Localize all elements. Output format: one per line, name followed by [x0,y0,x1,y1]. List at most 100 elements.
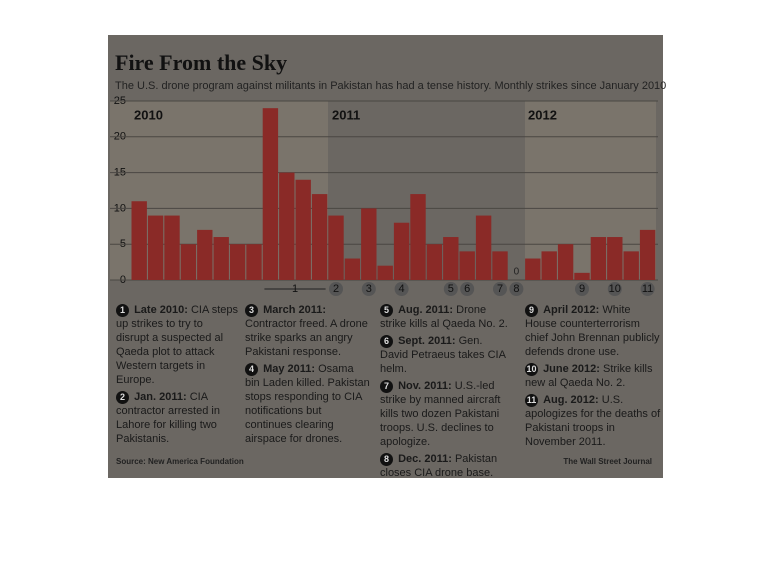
marker-badge [361,282,376,296]
marker-label: 2 [333,283,339,295]
note-text: Drone strike kills al Qaeda No. 2. [380,304,508,330]
note-text: Osama bin Laden killed. Pakistan stops r… [245,363,370,445]
note-head: May 2011: [263,363,316,375]
marker-label: 1 [292,283,298,295]
note-head: Nov. 2011: [398,380,452,392]
marker-badge [607,282,622,296]
notes-column: 3 March 2011: Contractor freed. A drone … [245,303,371,449]
marker-label: 7 [497,283,503,295]
bar [344,258,361,280]
bar [328,215,344,280]
notes-column: 5 Aug. 2011: Drone strike kills al Qaeda… [380,303,512,483]
note-num: 7 [380,380,393,393]
marker-badge [443,282,458,296]
bar [426,244,443,280]
chart-title: Fire From the Sky [115,50,287,75]
marker-badge [509,282,524,296]
bar [246,244,262,280]
note: 1 Late 2010: CIA steps up strikes to try… [116,303,238,387]
bar [213,237,229,280]
notes-column: 9 April 2012: White House counterterrori… [525,303,661,452]
bar [147,215,164,280]
note-num: 1 [116,304,129,317]
note-head: March 2011: [263,304,327,316]
marker-label: 6 [464,283,470,295]
marker-badge [640,282,655,296]
bar [197,229,213,280]
note-num: 2 [116,391,129,404]
note: 5 Aug. 2011: Drone strike kills al Qaeda… [380,303,512,331]
bar [574,272,590,280]
bar [164,215,180,280]
bar [410,194,426,280]
note: 7 Nov. 2011: U.S.-led strike by manned a… [380,379,512,449]
value-label: 0 [514,267,520,278]
bar [557,244,574,280]
marker-badge [493,282,507,296]
marker-badge [460,282,475,296]
bar [525,258,541,280]
note-head: Aug. 2012: [543,394,599,406]
note-num: 4 [245,363,258,376]
note-text: U.S. apologizes for the deaths of Pakist… [525,394,661,448]
marker-badge [394,282,409,296]
note-text: U.S.-led strike by manned aircraft kills… [380,380,501,448]
note-text: Pakistan closes CIA drone base. [380,453,498,479]
note: 3 March 2011: Contractor freed. A drone … [245,303,371,359]
note-num: 11 [525,394,538,407]
note: 6 Sept. 2011: Gen. David Petraeus takes … [380,334,512,376]
bar [279,172,295,280]
note-text: CIA contractor arrested in Lahore for ki… [116,391,220,445]
note: 8 Dec. 2011: Pakistan closes CIA drone b… [380,452,512,480]
note-num: 3 [245,304,258,317]
note-num: 8 [380,453,393,466]
source: Source: New America Foundation [116,457,244,466]
year-band [525,101,656,280]
note-num: 5 [380,304,393,317]
year-label: 2011 [332,107,360,122]
year-label: 2010 [134,107,163,122]
note-text: Contractor freed. A drone strike sparks … [245,318,368,358]
note-head: Late 2010: [134,304,188,316]
note-num: 6 [380,335,393,348]
note-head: June 2012: [543,363,600,375]
note-num: 9 [525,304,538,317]
bar [459,251,475,280]
bar [180,244,197,280]
note-head: Jan. 2011: [134,391,187,403]
credit: The Wall Street Journal [563,457,652,466]
bar [262,108,279,280]
note-num: 10 [525,363,538,376]
marker-label: 3 [366,283,372,295]
note: 9 April 2012: White House counterterrori… [525,303,661,359]
bar [492,251,508,280]
note: 4 May 2011: Osama bin Laden killed. Paki… [245,362,371,446]
note-head: Sept. 2011: [398,335,456,347]
bar [361,208,377,280]
marker-label: 5 [448,283,454,295]
marker-label: 4 [399,283,405,295]
note: 2 Jan. 2011: CIA contractor arrested in … [116,390,238,446]
bar [131,201,147,280]
bar [311,194,328,280]
marker-label: 8 [513,283,519,295]
subtitle: The U.S. drone program against militants… [115,80,666,92]
bar [607,237,623,280]
note-text: Strike kills new al Qaeda No. 2. [525,363,653,389]
bar [541,251,557,280]
marker-badge [575,282,589,296]
bar [393,222,410,280]
marker-label: 9 [579,283,585,295]
note-head: April 2012: [543,304,600,316]
bar [443,237,459,280]
marker-label: 11 [642,283,653,295]
year-label: 2012 [528,107,557,122]
marker-label: 10 [609,283,621,295]
note: 10 June 2012: Strike kills new al Qaeda … [525,362,661,390]
bar [639,229,656,280]
note-text: CIA steps up strikes to try to disrupt a… [116,304,239,386]
bar [229,244,246,280]
note-text: White House counterterrorism chief John … [525,304,660,358]
